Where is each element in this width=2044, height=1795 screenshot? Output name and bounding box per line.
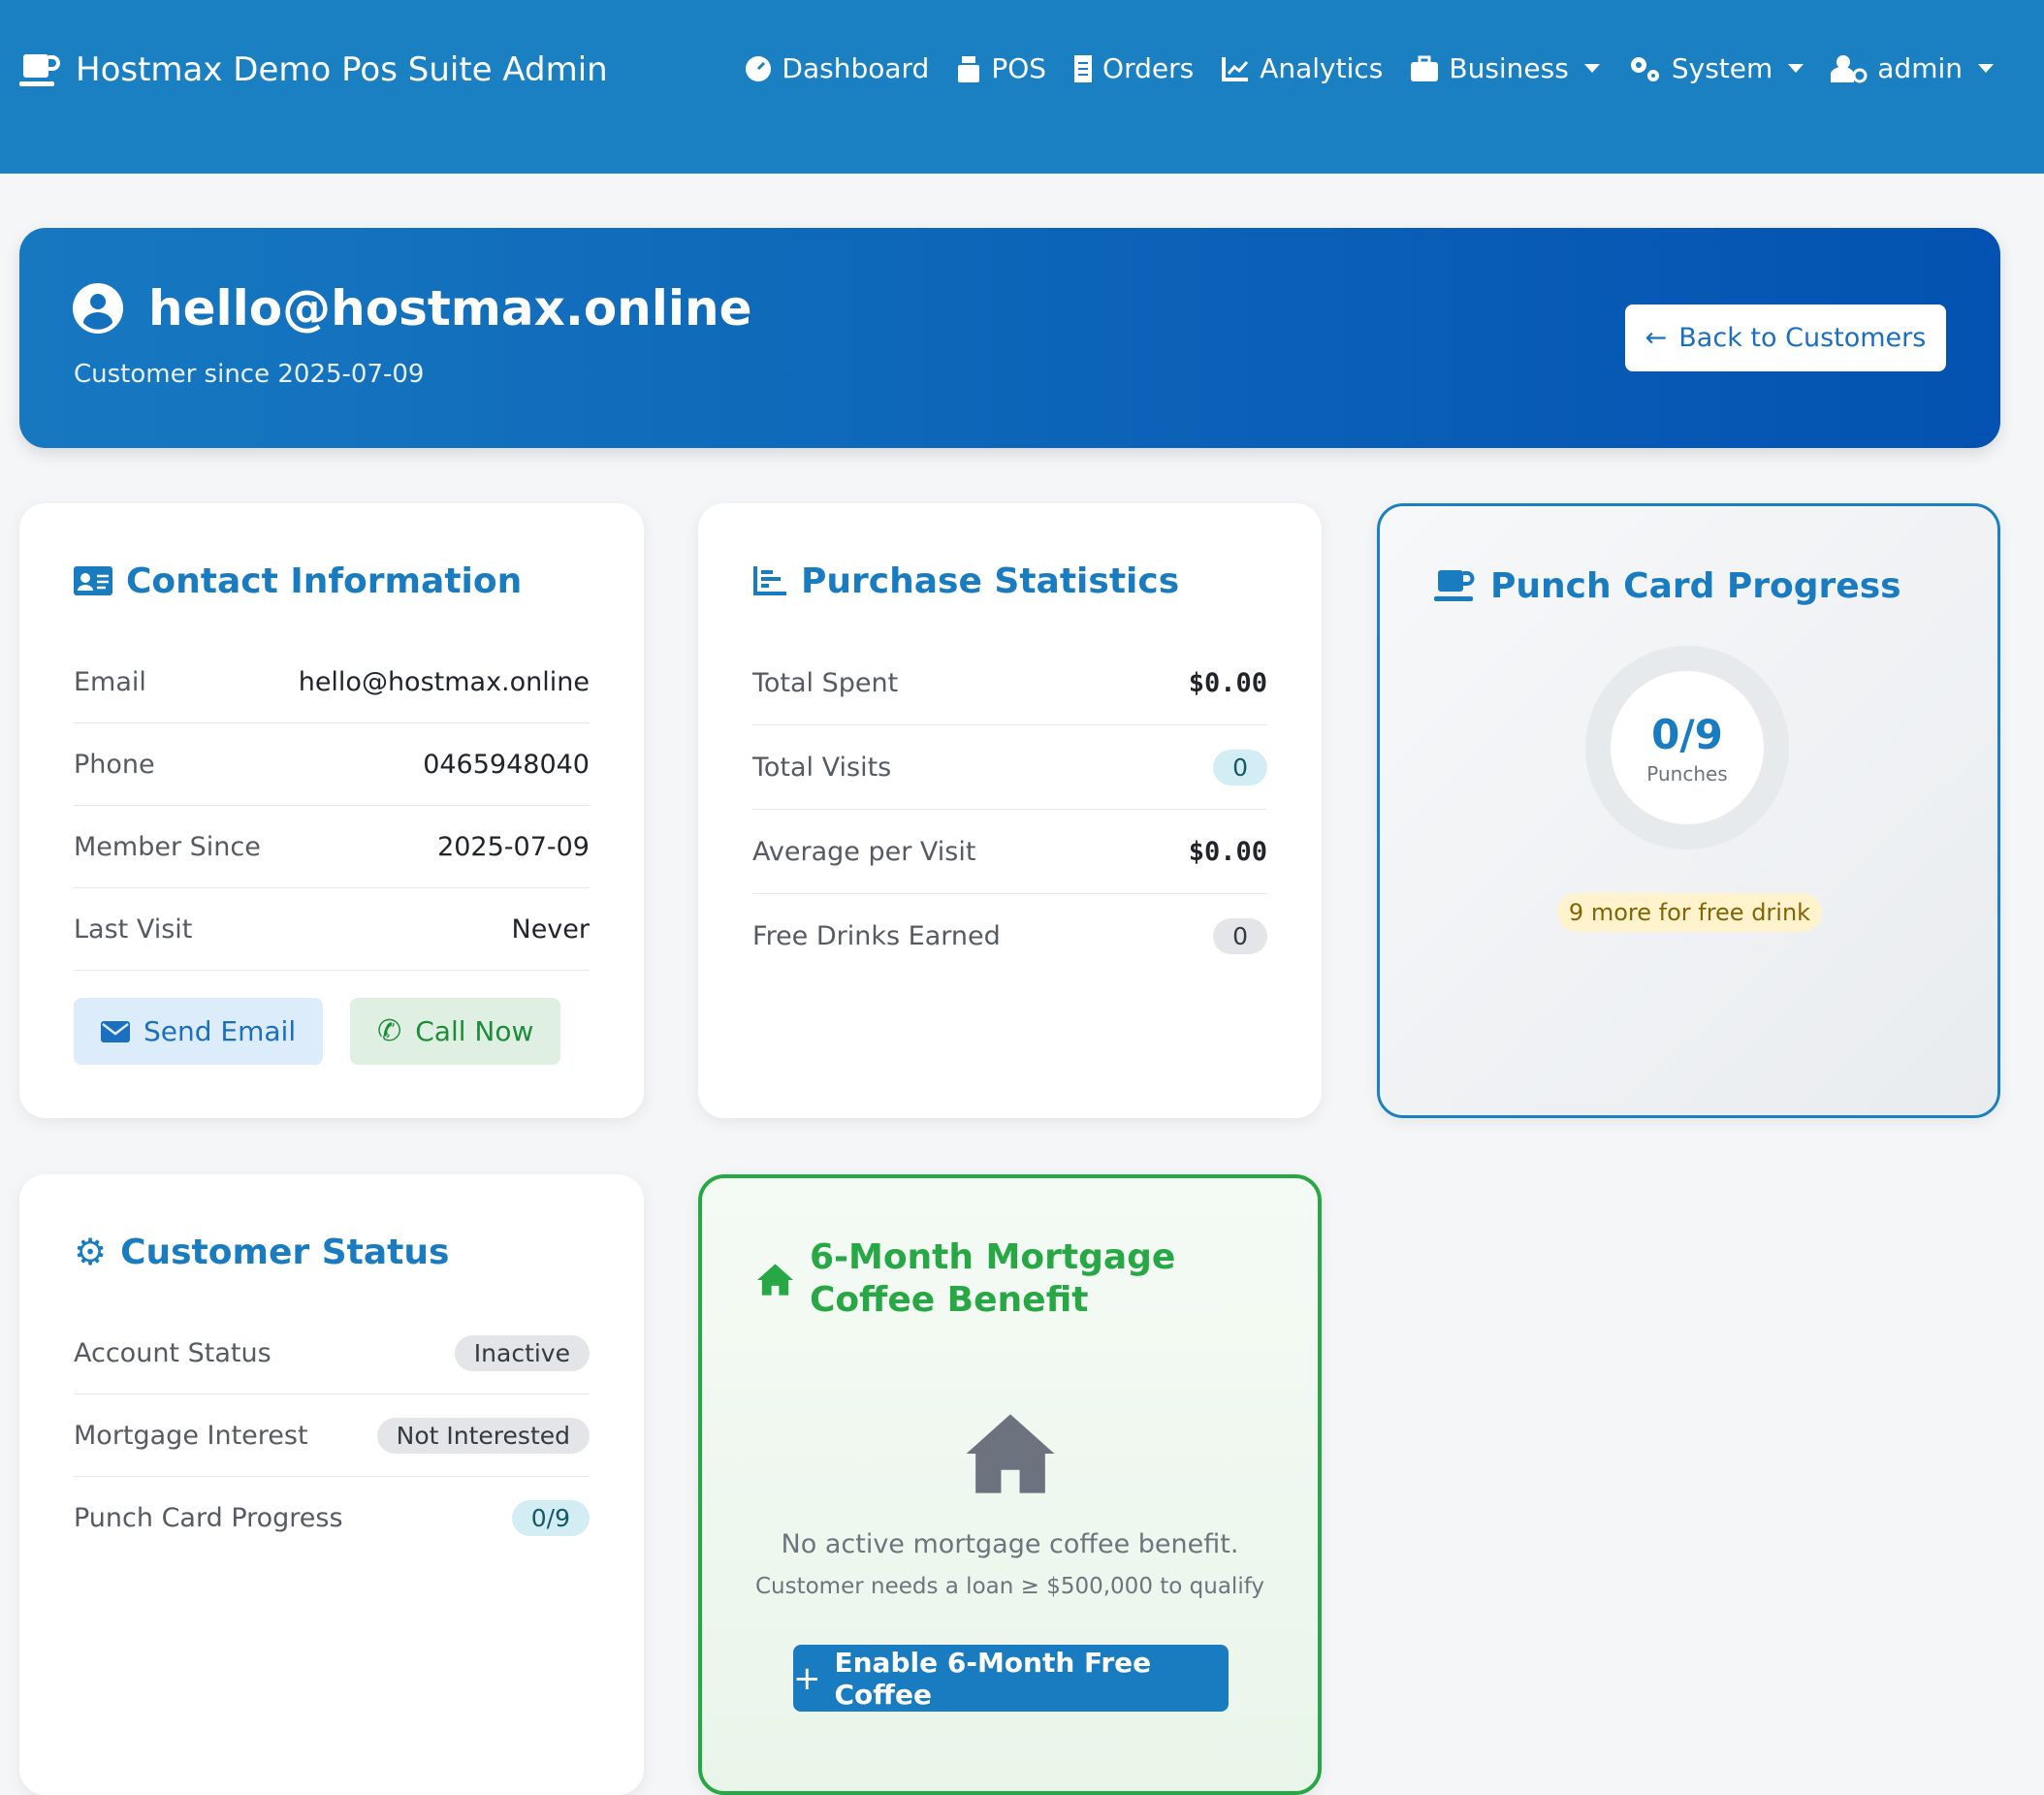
tachometer-icon xyxy=(746,55,772,81)
status-account: Account Status Inactive xyxy=(74,1312,590,1394)
nav-label: Dashboard xyxy=(782,52,930,84)
enable-free-coffee-button[interactable]: + Enable 6-Month Free Coffee xyxy=(793,1645,1229,1712)
nav-label: Orders xyxy=(1102,52,1195,84)
phone-icon: ✆ xyxy=(377,1014,402,1048)
brand-title: Hostmax Demo Pos Suite Admin xyxy=(76,50,608,89)
call-now-button[interactable]: ✆ Call Now xyxy=(350,998,561,1065)
nav-label: System xyxy=(1671,52,1773,84)
contact-row-email: Email hello@hostmax.online xyxy=(74,641,590,723)
row-label: Punch Card Progress xyxy=(74,1503,343,1533)
nav-label: Business xyxy=(1449,52,1569,84)
row-value: $0.00 xyxy=(1188,667,1267,698)
purchase-statistics-card: Purchase Statistics Total Spent $0.00 Tot… xyxy=(698,503,1322,1118)
envelope-icon xyxy=(101,1020,130,1042)
row-label: Mortgage Interest xyxy=(74,1420,308,1451)
status-punch-progress: Punch Card Progress 0/9 xyxy=(74,1477,590,1559)
coffee-icon xyxy=(19,54,60,86)
row-label: Phone xyxy=(74,749,155,780)
send-email-button[interactable]: Send Email xyxy=(74,998,324,1065)
stat-total-visits: Total Visits 0 xyxy=(752,725,1267,810)
nav-system-dropdown[interactable]: System xyxy=(1627,52,1804,84)
card-title: Contact Information xyxy=(126,561,523,601)
punch-unit: Punches xyxy=(1646,761,1728,785)
row-label: Average per Visit xyxy=(752,836,976,867)
qualify-hint: Customer needs a loan ≥ $500,000 to qual… xyxy=(754,1574,1265,1599)
customer-since: Customer since 2025-07-09 xyxy=(74,360,425,389)
nav-analytics[interactable]: Analytics xyxy=(1221,52,1383,84)
row-value: Never xyxy=(511,914,591,945)
account-status-badge: Inactive xyxy=(454,1334,590,1371)
button-label: Call Now xyxy=(415,1015,534,1047)
nav-label: Analytics xyxy=(1260,52,1384,84)
punch-count: 0/9 xyxy=(1651,710,1723,758)
briefcase-icon xyxy=(1411,55,1439,81)
row-label: Total Spent xyxy=(752,667,899,698)
address-card-icon xyxy=(74,566,112,595)
punch-card-progress-card: Punch Card Progress 0/9 Punches 9 more f… xyxy=(1377,503,2000,1118)
cogs-icon xyxy=(1630,56,1659,81)
punch-progress-badge: 0/9 xyxy=(511,1500,590,1536)
row-value: 2025-07-09 xyxy=(437,831,590,862)
contact-card: Contact Information Email hello@hostmax.o… xyxy=(19,503,644,1118)
coffee-icon xyxy=(1434,570,1475,601)
brand-link[interactable]: Hostmax Demo Pos Suite Admin xyxy=(19,50,608,89)
stat-free-drinks: Free Drinks Earned 0 xyxy=(752,894,1267,978)
customer-header: hello@hostmax.online Customer since 2025… xyxy=(19,228,2000,448)
caret-down-icon xyxy=(1788,64,1804,73)
user-cog-icon xyxy=(1831,54,1868,82)
arrow-left-icon: ← xyxy=(1645,323,1668,353)
row-value: 0465948040 xyxy=(423,749,590,780)
home-icon xyxy=(756,1264,794,1296)
customer-status-card: ⚙ Customer Status Account Status Inactive … xyxy=(19,1174,644,1795)
contact-row-last-visit: Last Visit Never xyxy=(74,888,590,971)
free-drinks-badge: 0 xyxy=(1213,918,1267,954)
free-drink-badge: 9 more for free drink xyxy=(1557,893,1822,932)
chart-bar-icon xyxy=(753,566,786,595)
visits-badge: 0 xyxy=(1213,749,1267,785)
contact-row-phone: Phone 0465948040 xyxy=(74,723,590,806)
card-title: Customer Status xyxy=(120,1232,450,1272)
receipt-icon xyxy=(1074,54,1093,82)
nav-label: POS xyxy=(991,52,1047,84)
empty-state-text: No active mortgage coffee benefit. xyxy=(781,1529,1239,1559)
row-value: hello@hostmax.online xyxy=(298,666,590,697)
nav-orders[interactable]: Orders xyxy=(1073,52,1194,84)
user-circle-icon xyxy=(73,283,123,334)
caret-down-icon xyxy=(1583,64,1600,73)
card-title: Purchase Statistics xyxy=(801,561,1180,601)
card-title: 6-Month Mortgage Coffee Benefit xyxy=(810,1237,1176,1320)
navbar: Hostmax Demo Pos Suite Admin Dashboard P… xyxy=(0,0,2044,174)
home-icon xyxy=(966,1414,1055,1493)
button-label: Enable 6-Month Free Coffee xyxy=(834,1646,1152,1711)
row-label: Total Visits xyxy=(752,752,892,783)
button-label: Send Email xyxy=(144,1015,297,1047)
card-title: Punch Card Progress xyxy=(1490,565,1901,606)
stat-total-spent: Total Spent $0.00 xyxy=(752,641,1267,725)
stat-average-per-visit: Average per Visit $0.00 xyxy=(752,810,1267,894)
row-label: Last Visit xyxy=(74,914,193,945)
cash-register-icon xyxy=(958,55,980,82)
plus-icon: + xyxy=(793,1658,821,1698)
row-label: Email xyxy=(74,666,146,697)
nav-pos[interactable]: POS xyxy=(956,52,1046,84)
caret-down-icon xyxy=(1978,64,1994,73)
punch-progress-ring: 0/9 Punches xyxy=(1585,646,1789,849)
nav-dashboard[interactable]: Dashboard xyxy=(745,52,929,84)
chart-line-icon xyxy=(1222,56,1249,81)
contact-row-member-since: Member Since 2025-07-09 xyxy=(74,806,590,888)
back-to-customers-button[interactable]: ← Back to Customers xyxy=(1625,305,1946,371)
nav-admin-dropdown[interactable]: admin xyxy=(1831,52,1994,84)
nav-business-dropdown[interactable]: Business xyxy=(1410,52,1600,84)
gear-icon: ⚙ xyxy=(74,1231,108,1273)
row-value: $0.00 xyxy=(1188,836,1267,867)
page-title: hello@hostmax.online xyxy=(148,280,752,337)
row-label: Account Status xyxy=(74,1337,271,1368)
row-label: Member Since xyxy=(74,831,261,862)
button-label: Back to Customers xyxy=(1678,323,1927,353)
nav-label: admin xyxy=(1877,52,1963,84)
mortgage-interest-badge: Not Interested xyxy=(376,1417,590,1454)
row-label: Free Drinks Earned xyxy=(752,921,1001,951)
mortgage-benefit-card: 6-Month Mortgage Coffee Benefit No activ… xyxy=(698,1174,1322,1795)
status-mortgage-interest: Mortgage Interest Not Interested xyxy=(74,1394,590,1477)
